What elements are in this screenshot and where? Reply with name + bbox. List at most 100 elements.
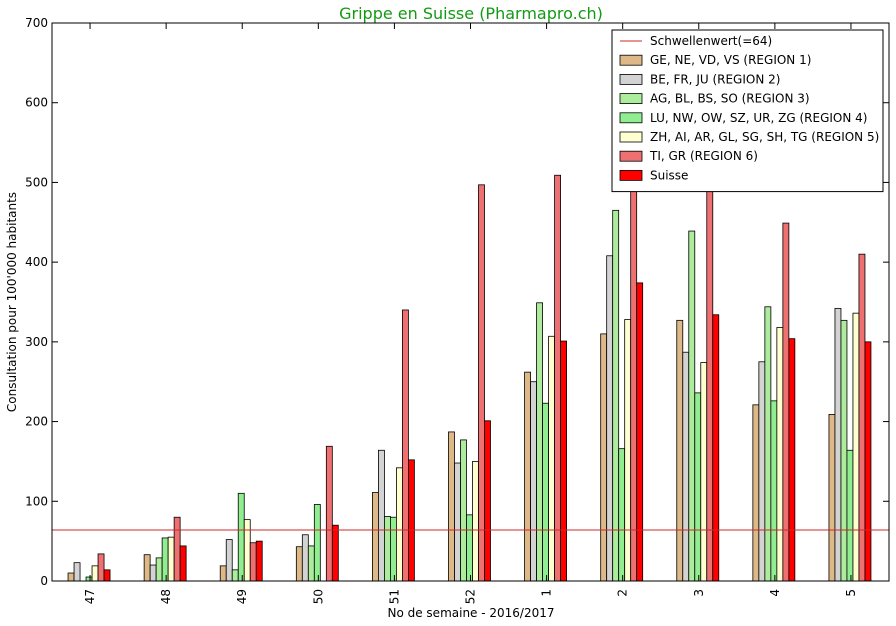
legend-label: TI, GR (REGION 6) [649, 149, 758, 163]
bar [682, 351, 690, 582]
bar [255, 540, 263, 582]
bar [143, 554, 151, 582]
bar [103, 569, 111, 582]
bar [828, 413, 836, 582]
bar [325, 445, 333, 582]
y-tick-label: 200 [25, 415, 48, 429]
bar [402, 309, 409, 582]
bar [548, 335, 555, 582]
bar [858, 253, 866, 582]
bar [249, 542, 257, 582]
legend-label: GE, NE, VD, VS (REGION 1) [650, 53, 811, 67]
legend-swatch [619, 150, 643, 162]
bar [706, 166, 714, 582]
bar [73, 562, 81, 582]
bar [173, 516, 181, 582]
bar [758, 361, 766, 582]
x-tick-label: 49 [235, 589, 249, 604]
y-tick-label: 500 [25, 175, 48, 189]
y-axis-label: Consultation pour 100'000 habitants [5, 192, 19, 412]
bar [396, 467, 403, 582]
bar [67, 572, 75, 582]
bar [542, 402, 549, 582]
bar [167, 536, 175, 582]
bar [237, 492, 245, 582]
bar [536, 302, 543, 582]
legend-label: Schwellenwert(=64) [650, 34, 772, 48]
bar [231, 569, 239, 582]
bar [225, 539, 233, 582]
bar [161, 537, 169, 582]
bar [554, 174, 561, 582]
y-tick-label: 600 [25, 96, 48, 110]
x-tick-label: 50 [311, 589, 325, 604]
bar [624, 319, 632, 582]
legend-swatch [619, 169, 643, 181]
bar [852, 312, 860, 582]
legend-box [611, 29, 884, 193]
bar [560, 340, 567, 582]
x-tick-label: 2 [616, 589, 630, 597]
x-tick-label: 3 [692, 589, 706, 597]
bar [378, 449, 385, 582]
legend-label: BE, FR, JU (REGION 2) [650, 72, 780, 86]
bar [530, 381, 537, 582]
bar [618, 448, 626, 582]
legend-label: Suisse [650, 168, 688, 182]
bar [408, 459, 415, 582]
bar [384, 516, 391, 582]
bar [472, 461, 479, 582]
bar [478, 184, 485, 582]
bar [694, 392, 702, 582]
bar [770, 400, 778, 582]
bar [840, 319, 848, 582]
y-tick-label: 400 [25, 255, 48, 269]
legend-swatch [619, 93, 643, 104]
bar [448, 431, 455, 582]
x-tick-label: 47 [83, 589, 97, 604]
legend-label: AG, BL, BS, SO (REGION 3) [650, 92, 810, 106]
bar [155, 557, 163, 582]
bar [460, 439, 467, 582]
bar [219, 565, 227, 582]
bar [700, 362, 708, 582]
x-tick-label: 51 [387, 589, 401, 604]
y-tick-label: 100 [25, 494, 48, 508]
bar [676, 319, 684, 582]
legend-label: ZH, AI, AR, GL, SG, SH, TG (REGION 5) [650, 130, 879, 144]
bar [454, 462, 461, 582]
bar [484, 420, 491, 582]
y-tick-label: 0 [40, 574, 48, 588]
bar [331, 524, 339, 582]
bar [179, 545, 187, 582]
bar [313, 504, 321, 582]
bar [606, 255, 614, 582]
bar [630, 158, 638, 582]
bar [782, 222, 790, 582]
bar [295, 546, 303, 582]
bar [788, 338, 796, 582]
x-tick-label: 5 [844, 589, 858, 597]
x-tick-label: 4 [768, 589, 782, 597]
x-axis: 47 48 49 50 51 52 1 2 3 4 5 [83, 23, 858, 604]
x-tick-label: 52 [464, 589, 478, 604]
bar [372, 492, 379, 582]
bar [764, 306, 772, 582]
bar [91, 565, 99, 582]
chart-title: Grippe en Suisse (Pharmapro.ch) [339, 4, 603, 23]
legend: Schwellenwert(=64) GE, NE, VD, VS (REGION… [611, 29, 884, 193]
x-tick-label: 48 [159, 589, 173, 604]
bar [752, 404, 760, 582]
y-tick-label: 700 [25, 16, 48, 30]
legend-label: LU, NW, OW, SZ, UR, ZG (REGION 4) [650, 111, 867, 125]
legend-swatch [619, 54, 643, 66]
y-tick-label: 300 [25, 335, 48, 349]
bar [307, 545, 315, 582]
legend-swatch [619, 131, 643, 143]
bar [301, 534, 309, 582]
plot-area [52, 158, 889, 582]
bar [864, 341, 872, 582]
bar [612, 209, 620, 582]
bar [243, 519, 251, 582]
bar [776, 327, 784, 582]
